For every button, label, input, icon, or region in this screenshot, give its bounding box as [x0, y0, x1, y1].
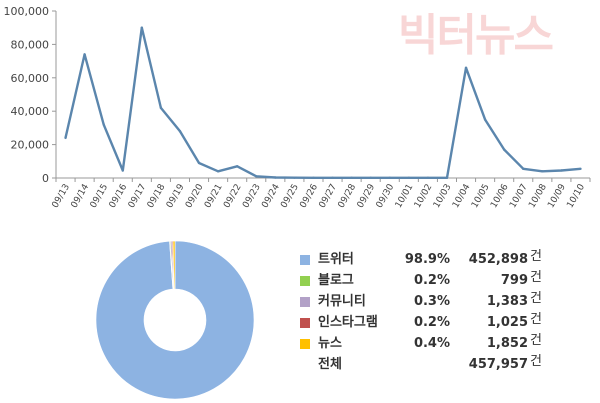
data-point	[560, 169, 563, 172]
x-tick-label: 09/29	[356, 182, 378, 210]
y-tick-label: 20,000	[11, 139, 50, 152]
y-tick-label: 80,000	[11, 38, 50, 51]
data-point	[83, 53, 86, 56]
data-point	[483, 118, 487, 121]
legend-unit: 건	[530, 354, 542, 369]
legend-row-blog: 블로그 0.2% 799 건	[300, 270, 600, 291]
x-tick-label: 10/02	[413, 183, 435, 210]
legend-label: 커뮤니티	[318, 294, 366, 309]
x-tick-label: 10/04	[451, 182, 473, 210]
legend-count: 1,025	[486, 315, 528, 330]
data-point	[159, 106, 163, 110]
legend-label: 인스타그램	[318, 315, 378, 330]
data-point	[464, 66, 468, 69]
data-point	[407, 176, 411, 180]
data-point	[216, 170, 220, 173]
legend-total-count: 457,957	[468, 357, 528, 372]
data-point	[445, 176, 449, 180]
x-tick-label: 10/08	[527, 182, 549, 210]
legend-unit: 건	[530, 333, 542, 348]
data-point	[331, 176, 334, 180]
data-point	[255, 175, 258, 178]
series-line	[64, 26, 581, 180]
x-tick-label: 10/10	[565, 182, 587, 210]
data-point	[64, 136, 67, 140]
data-point	[140, 26, 144, 29]
donut-slice	[172, 240, 176, 290]
data-point	[102, 123, 105, 126]
legend-count: 1,383	[486, 294, 528, 309]
data-point	[502, 148, 506, 151]
legend-row-instagram: 인스타그램 0.2% 1,025 건	[300, 312, 600, 333]
data-point	[579, 167, 582, 171]
legend-unit: 건	[530, 291, 542, 306]
legend-swatch	[300, 318, 310, 328]
data-point	[426, 176, 430, 180]
legend-row-community: 커뮤니티 0.3% 1,383 건	[300, 291, 600, 312]
x-tick-label: 10/06	[489, 182, 511, 210]
donut-chart	[95, 240, 255, 400]
data-point	[178, 130, 182, 133]
legend-count: 452,898	[468, 252, 528, 267]
donut-slice	[95, 240, 255, 400]
x-tick-label: 10/01	[394, 183, 416, 210]
legend-swatch	[300, 339, 310, 349]
data-point	[369, 176, 372, 180]
legend-label: 뉴스	[318, 336, 342, 351]
legend-percent: 0.2%	[413, 315, 450, 330]
x-tick-label: 09/26	[298, 182, 320, 210]
legend-swatch	[300, 276, 310, 286]
data-point	[197, 161, 201, 165]
y-tick-label: 0	[42, 172, 49, 185]
data-point	[388, 176, 391, 180]
x-tick-label: 10/03	[432, 183, 454, 210]
data-point	[274, 176, 277, 179]
legend-percent: 0.3%	[413, 294, 450, 309]
data-point	[522, 167, 525, 171]
data-point	[541, 170, 544, 173]
y-tick-label: 60,000	[11, 72, 50, 85]
legend-label: 블로그	[318, 273, 354, 288]
x-tick-label: 09/30	[375, 182, 397, 210]
data-point	[312, 176, 315, 180]
legend-unit: 건	[530, 249, 542, 264]
x-tick-label: 09/27	[318, 183, 340, 210]
legend-swatch	[300, 297, 310, 307]
data-point	[293, 176, 296, 179]
x-tick-label: 10/09	[546, 182, 568, 210]
legend-percent: 98.9%	[404, 252, 450, 267]
x-tick-label: 09/28	[337, 182, 359, 210]
legend-row-total: 전체 457,957 건	[300, 354, 600, 375]
legend-count: 1,852	[486, 336, 528, 351]
legend-unit: 건	[530, 312, 542, 327]
data-point	[350, 176, 353, 180]
line-chart: 020,00040,00060,00080,000100,00009/1309/…	[4, 5, 591, 210]
legend-row-news: 뉴스 0.4% 1,852 건	[300, 333, 600, 354]
legend-swatch	[300, 255, 310, 265]
legend-unit: 건	[530, 270, 542, 285]
legend-count: 799	[500, 273, 528, 288]
legend-percent: 0.4%	[413, 336, 450, 351]
x-tick-label: 10/07	[508, 183, 530, 210]
legend-percent: 0.2%	[413, 273, 450, 288]
data-point	[235, 165, 239, 168]
legend-total-label: 전체	[318, 357, 342, 372]
data-point	[121, 169, 124, 172]
legend-row-twitter: 트위터 98.9% 452,898 건	[300, 249, 600, 270]
legend-label: 트위터	[318, 252, 354, 267]
x-tick-label: 10/05	[470, 183, 492, 210]
y-tick-label: 100,000	[4, 5, 50, 18]
y-tick-label: 40,000	[11, 105, 50, 118]
